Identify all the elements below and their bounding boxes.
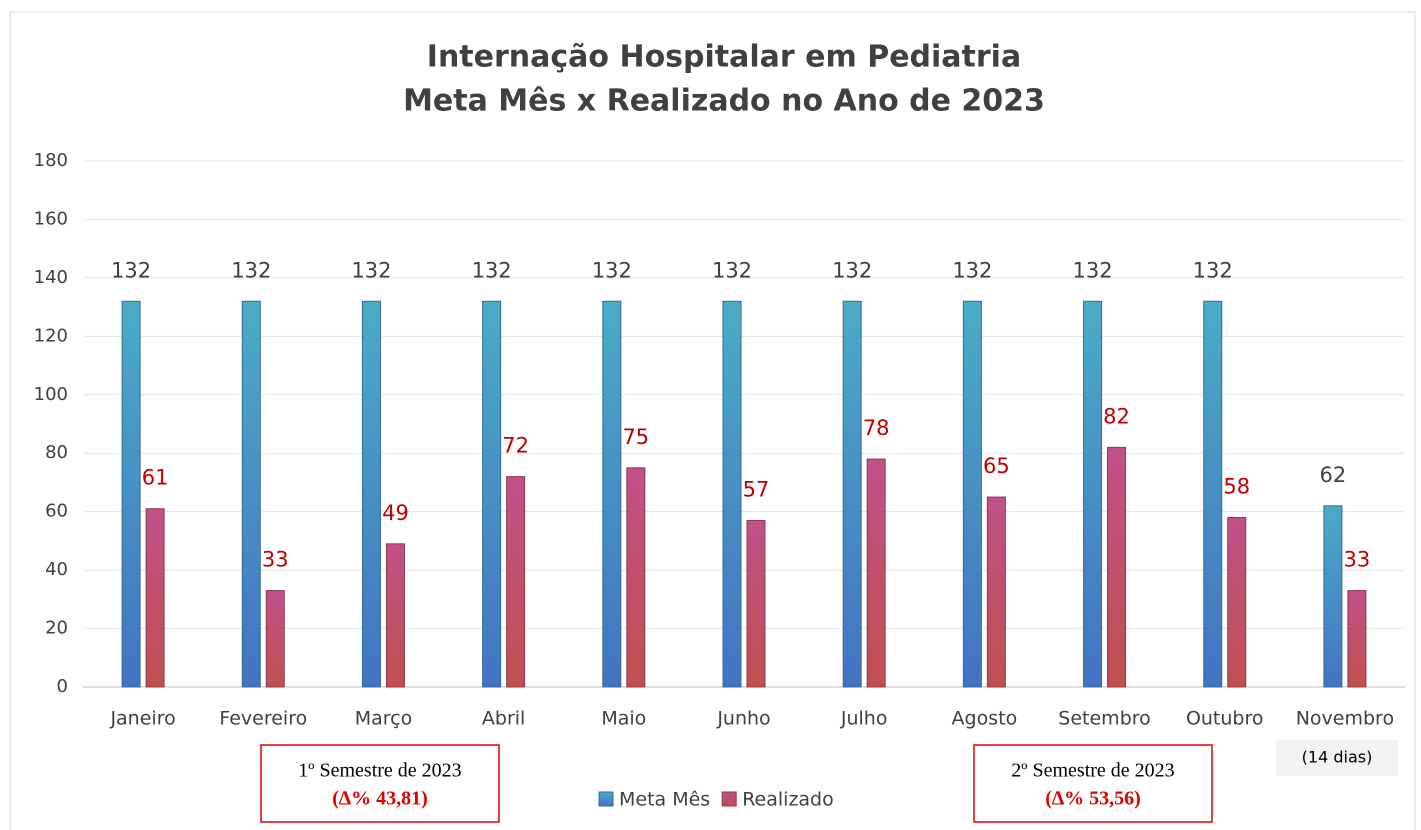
y-tick-label: 160 <box>34 208 68 229</box>
data-label: 58 <box>1223 475 1250 499</box>
x-tick-label: Janeiro <box>109 708 175 730</box>
bar <box>482 300 502 688</box>
legend-label: Realizado <box>742 789 834 811</box>
data-label: 132 <box>832 258 872 282</box>
y-tick-label: 40 <box>45 559 68 580</box>
bar <box>1347 590 1367 688</box>
semester-title: 2º Semestre de 2023 <box>1011 760 1174 782</box>
semester-value: (∆% 53,56) <box>1045 788 1141 810</box>
x-tick-label: Setembro <box>1058 708 1150 730</box>
semester-box <box>973 744 1213 823</box>
semester-value: (∆% 43,81) <box>332 788 428 810</box>
bar <box>962 300 982 688</box>
bar <box>602 300 622 688</box>
data-label: 33 <box>262 548 289 572</box>
x-tick-label: Março <box>355 708 413 730</box>
data-label: 57 <box>743 477 770 501</box>
note: (14 dias) <box>1302 748 1373 767</box>
x-tick-label: Novembro <box>1296 708 1394 730</box>
y-tick-label: 20 <box>45 618 68 639</box>
y-tick-label: 0 <box>57 676 68 697</box>
y-tick-label: 140 <box>34 267 68 288</box>
bar <box>986 496 1006 688</box>
note-box <box>1276 740 1398 776</box>
data-label: 65 <box>983 454 1010 478</box>
y-tick-label: 100 <box>34 384 68 405</box>
data-label: 132 <box>351 258 391 282</box>
x-tick-label: Maio <box>601 708 646 730</box>
x-tick-label: Abril <box>482 708 525 730</box>
bar <box>506 476 526 688</box>
bar <box>1107 446 1127 688</box>
data-label: 132 <box>592 258 632 282</box>
x-tick-label: Outubro <box>1186 708 1264 730</box>
bar <box>361 300 381 688</box>
bar <box>1083 300 1103 688</box>
data-label: 82 <box>1103 404 1130 428</box>
y-tick-label: 120 <box>34 325 68 346</box>
bar <box>626 467 646 688</box>
bar <box>1203 300 1223 688</box>
chart-title: Internação Hospitalar em Pediatria <box>427 40 1021 75</box>
bar <box>1323 505 1343 688</box>
bar <box>1227 517 1247 688</box>
legend-label: Meta Mês <box>619 789 710 811</box>
bar <box>746 519 766 688</box>
data-label: 75 <box>622 425 649 449</box>
semester-title: 1º Semestre de 2023 <box>298 760 461 782</box>
x-tick-label: Julho <box>840 708 888 730</box>
data-label: 72 <box>502 434 529 458</box>
bar <box>385 543 405 688</box>
x-tick-label: Fevereiro <box>219 708 307 730</box>
bar <box>842 300 862 688</box>
data-label: 132 <box>712 258 752 282</box>
bar <box>241 300 261 688</box>
data-label: 33 <box>1344 548 1371 572</box>
data-label: 132 <box>231 258 271 282</box>
x-tick-label: Agosto <box>952 708 1018 730</box>
y-tick-label: 60 <box>45 501 68 522</box>
data-label: 132 <box>111 258 151 282</box>
bar <box>121 300 141 688</box>
chart-subtitle: Meta Mês x Realizado no Ano de 2023 <box>403 84 1045 119</box>
data-label: 62 <box>1320 463 1347 487</box>
y-tick-label: 180 <box>34 150 68 171</box>
data-label: 132 <box>1193 258 1233 282</box>
y-tick-label: 80 <box>45 442 68 463</box>
bar <box>145 508 165 688</box>
data-label: 78 <box>863 416 890 440</box>
bar <box>265 590 285 688</box>
data-label: 61 <box>142 466 169 490</box>
data-label: 132 <box>952 258 992 282</box>
bar <box>866 458 886 688</box>
data-label: 132 <box>1072 258 1112 282</box>
data-label: 132 <box>472 258 512 282</box>
legend-swatch <box>721 791 737 807</box>
data-label: 49 <box>382 501 409 525</box>
legend-swatch <box>598 791 614 807</box>
semester-box <box>260 744 500 823</box>
x-tick-label: Junho <box>716 708 770 730</box>
bar <box>722 300 742 688</box>
